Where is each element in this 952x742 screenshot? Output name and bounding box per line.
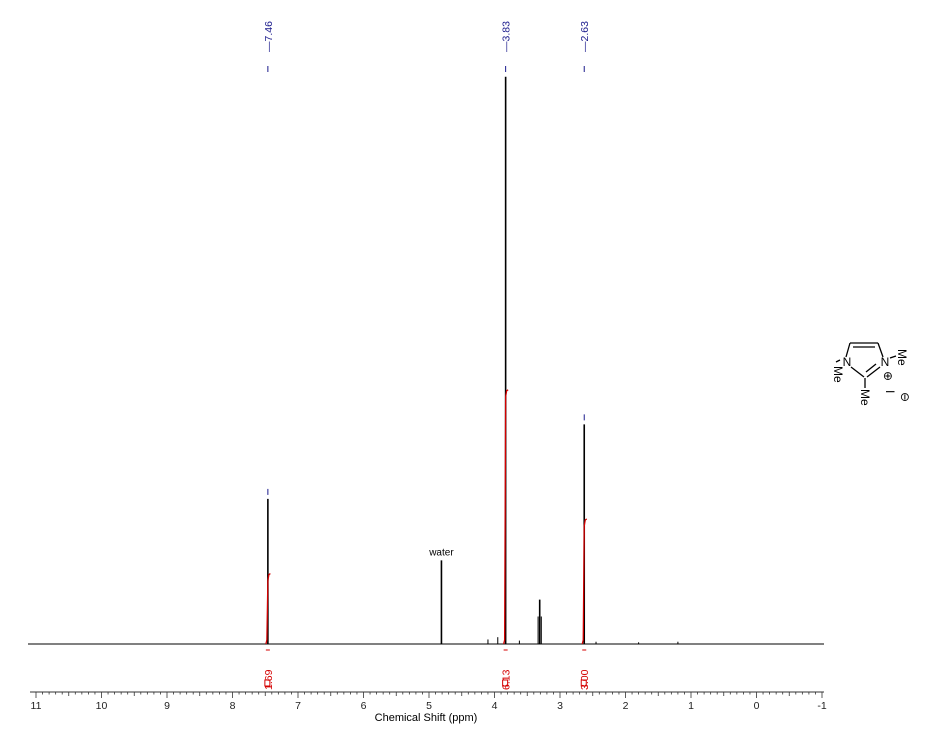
annotation-layer: water bbox=[428, 547, 454, 558]
integral-marker-1 bbox=[502, 679, 509, 687]
bond-c4-n1 bbox=[845, 342, 851, 358]
methyl-c2: Me bbox=[858, 389, 872, 406]
iodide-atom: I bbox=[883, 390, 897, 393]
x-tick-label-4: 7 bbox=[295, 700, 301, 712]
peak-label-1: —3.83 bbox=[501, 21, 513, 52]
x-tick-label-1: 10 bbox=[96, 700, 108, 712]
molecule-structure: N N Me Me Me ⊕ I ⊖ bbox=[831, 342, 912, 406]
bond-n1-c2 bbox=[850, 366, 865, 378]
x-tick-label-12: -1 bbox=[817, 700, 826, 712]
x-tick-label-5: 6 bbox=[361, 700, 367, 712]
bond-n3-c2 bbox=[866, 366, 881, 378]
spectrum-layer bbox=[28, 76, 824, 645]
methyl-n1: Me bbox=[831, 366, 845, 383]
integral-marker-2 bbox=[580, 679, 587, 687]
x-tick-label-9: 2 bbox=[623, 700, 629, 712]
peak-label-0: —7.46 bbox=[263, 21, 275, 52]
integral-layer: 1.69 6.13 3.00 bbox=[263, 389, 591, 690]
x-tick-label-8: 3 bbox=[557, 700, 563, 712]
x-tick-label-3: 8 bbox=[230, 700, 236, 712]
peak-label-layer: —7.46 —3.83 —2.63 bbox=[263, 21, 591, 495]
bond-c5-n3 bbox=[877, 342, 884, 358]
x-axis: 11 10 9 8 7 6 5 4 3 2 1 0 -1 bbox=[30, 691, 827, 712]
atom-n3: N bbox=[881, 355, 890, 369]
x-tick-label-7: 4 bbox=[492, 700, 498, 712]
peak-label-2: —2.63 bbox=[579, 21, 591, 52]
x-tick-label-10: 1 bbox=[688, 700, 694, 712]
integral-marker-0 bbox=[264, 679, 271, 687]
minus-charge: ⊖ bbox=[898, 392, 912, 402]
plus-charge: ⊕ bbox=[881, 371, 895, 381]
x-tick-label-6: 5 bbox=[426, 700, 432, 712]
integral-curve-2 bbox=[581, 518, 588, 645]
x-tick-label-2: 9 bbox=[164, 700, 170, 712]
integral-curve-1 bbox=[503, 389, 509, 645]
x-tick-label-0: 11 bbox=[31, 700, 42, 712]
methyl-n3: Me bbox=[895, 349, 909, 366]
x-axis-label: Chemical Shift (ppm) bbox=[375, 712, 478, 724]
atom-n1: N bbox=[843, 355, 852, 369]
bond-n1-me bbox=[835, 359, 841, 363]
bond-n3-me bbox=[889, 355, 897, 359]
annotation-0: water bbox=[428, 547, 454, 558]
integral-curve-0 bbox=[265, 573, 271, 645]
x-tick-label-11: 0 bbox=[754, 700, 760, 712]
bond-n3-c2-double bbox=[865, 363, 877, 373]
